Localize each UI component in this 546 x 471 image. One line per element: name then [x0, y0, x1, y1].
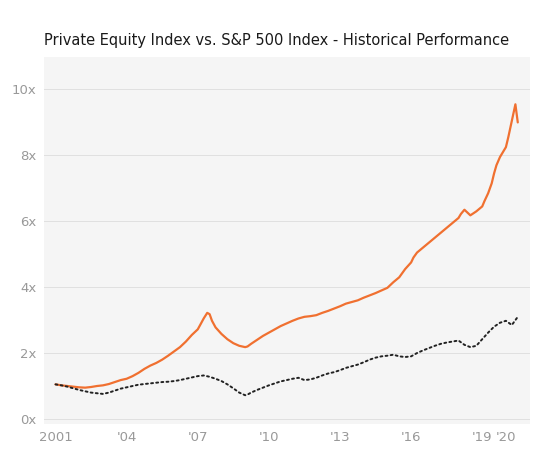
Text: Private Equity Index vs. S&P 500 Index - Historical Performance: Private Equity Index vs. S&P 500 Index -…	[44, 33, 509, 49]
